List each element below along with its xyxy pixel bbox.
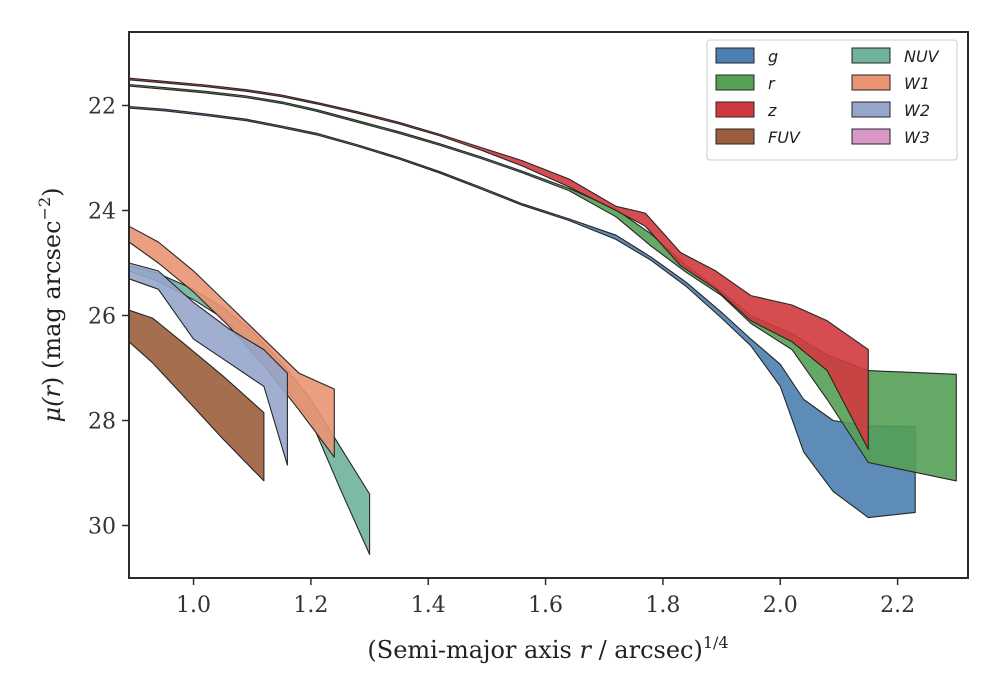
legend-swatch-w1 <box>851 74 891 91</box>
legend-label-w3: W3 <box>904 128 930 147</box>
legend-label-w2: W2 <box>904 101 930 120</box>
y-tick-label: 24 <box>88 200 116 225</box>
x-axis-ticks: 1.0 1.2 1.4 1.6 1.8 2.0 2.2 <box>176 578 915 618</box>
x-tick-label: 1.4 <box>411 593 446 618</box>
y-tick-label: 22 <box>88 95 116 120</box>
legend-swatch-z <box>715 101 755 118</box>
legend-swatch-nuv <box>851 47 891 64</box>
y-axis-label: μ(r) (mag arcsec−2) <box>35 187 66 422</box>
legend-box <box>706 39 958 161</box>
legend-swatch-r <box>715 74 755 91</box>
y-axis-ticks: 22 24 26 28 30 <box>88 95 129 540</box>
x-tick-label: 2.2 <box>880 593 915 618</box>
legend-swatch-w2 <box>851 101 891 118</box>
legend-label-nuv: NUV <box>904 47 940 66</box>
x-tick-label: 1.2 <box>293 593 328 618</box>
legend-swatch-g <box>715 47 755 64</box>
band-z <box>128 77 869 450</box>
legend: grz FUV NUV W1 W2 W3 <box>706 39 958 161</box>
band-r <box>128 83 957 482</box>
x-axis-label: (Semi-major axis r / arcsec)1/4 <box>367 633 728 664</box>
plot-frame <box>128 31 969 579</box>
legend-label-r: r <box>768 74 776 93</box>
x-tick-label: 2.0 <box>763 593 798 618</box>
x-tick-label: 1.8 <box>645 593 680 618</box>
legend-label-w1: W1 <box>904 74 930 93</box>
band-w1 <box>128 225 335 458</box>
legend-swatch-w3 <box>851 128 891 145</box>
data-bands <box>128 77 957 555</box>
y-tick-label: 30 <box>88 515 116 540</box>
legend-label-fuv: FUV <box>768 128 801 147</box>
band-fuv <box>128 309 265 482</box>
band-w2 <box>128 262 288 466</box>
band-g <box>128 105 916 519</box>
y-tick-label: 26 <box>88 305 116 330</box>
x-tick-label: 1.0 <box>176 593 211 618</box>
y-tick-label: 28 <box>88 410 116 435</box>
legend-label-g: g <box>768 47 778 66</box>
x-tick-label: 1.6 <box>528 593 563 618</box>
legend-label-z: z <box>767 101 777 120</box>
legend-swatch-fuv <box>715 128 755 145</box>
